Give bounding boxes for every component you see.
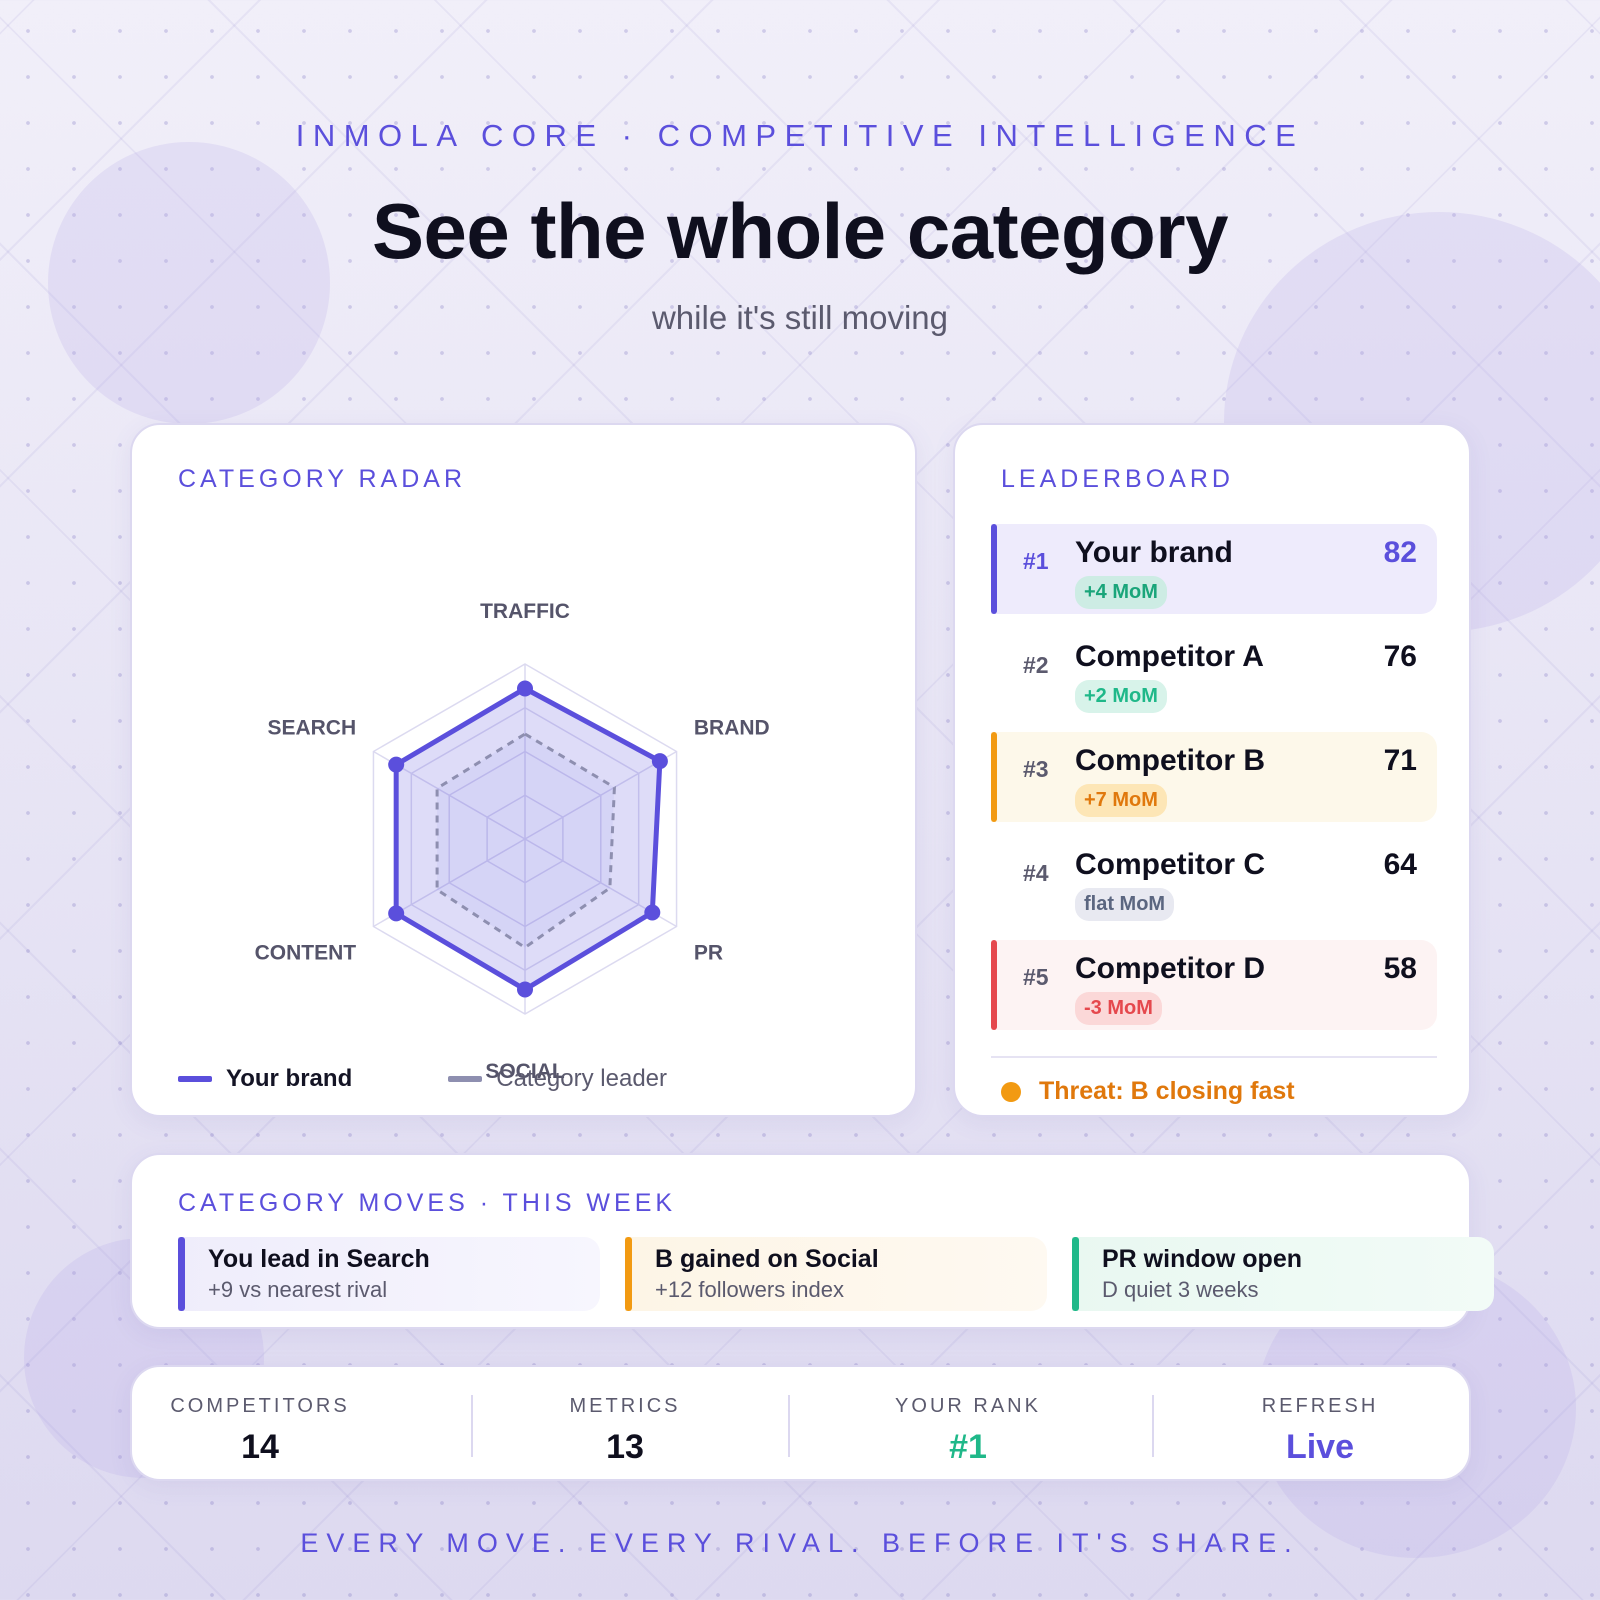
row-rank: #3 — [1023, 756, 1049, 782]
stat-value: Live — [1285, 1428, 1355, 1466]
radar-point-your-brand — [388, 905, 405, 922]
page-title: See the whole category — [372, 187, 1228, 275]
move-accent-bar — [625, 1237, 632, 1311]
row-name: Competitor D — [1075, 952, 1265, 985]
move-title: B gained on Social — [655, 1245, 879, 1273]
move-accent-bar — [178, 1237, 185, 1311]
radar-area-your-brand — [396, 688, 660, 990]
row-accent-bar — [991, 732, 997, 822]
stat-refresh: REFRESH Live — [1190, 1395, 1450, 1467]
row-rank: #2 — [1023, 652, 1049, 678]
stat-competitors: COMPETITORS 14 — [130, 1395, 390, 1467]
leaderboard-list: #1 Your brand 82 +4 MoM #2 Competitor A 76 +2 M… — [991, 524, 1437, 1044]
stat-divider — [1152, 1395, 1154, 1457]
legend-label-your-brand: Your brand — [226, 1065, 353, 1092]
radar-point-your-brand — [651, 753, 668, 770]
moves-card-title: CATEGORY MOVES · THIS WEEK — [178, 1189, 677, 1217]
move-title: You lead in Search — [208, 1245, 430, 1273]
stat-divider — [471, 1395, 473, 1457]
move-subtitle: +9 vs nearest rival — [208, 1277, 388, 1302]
stats-bar: COMPETITORS 14 METRICS 13 YOUR RANK #1 REFRESH… — [130, 1365, 1471, 1481]
stat-label: COMPETITORS — [170, 1395, 350, 1417]
change-badge: -3 MoM — [1075, 992, 1162, 1025]
radar-axis-label: SEARCH — [267, 717, 356, 740]
stat-metrics: METRICS 13 — [495, 1395, 755, 1467]
row-score: 64 — [1383, 848, 1417, 881]
page-subtitle: while it's still moving — [651, 299, 949, 336]
leaderboard-row[interactable]: #4 Competitor C 64 flat MoM — [991, 836, 1437, 926]
move-item[interactable]: You lead in Search +9 vs nearest rival — [178, 1237, 600, 1311]
alert-dot-icon — [1001, 1081, 1021, 1102]
row-accent-bar — [991, 940, 997, 1030]
stat-value: 13 — [606, 1428, 644, 1466]
move-subtitle: +12 followers index — [655, 1277, 844, 1302]
leaderboard-row[interactable]: #2 Competitor A 76 +2 MoM — [991, 628, 1437, 718]
leaderboard-row[interactable]: #1 Your brand 82 +4 MoM — [991, 524, 1437, 614]
leaderboard-title: LEADERBOARD — [1001, 465, 1234, 493]
row-score: 58 — [1383, 952, 1417, 985]
move-subtitle: D quiet 3 weeks — [1102, 1277, 1259, 1302]
background-blob — [48, 142, 330, 424]
radar-spoke — [524, 750, 677, 840]
stat-label: METRICS — [569, 1395, 681, 1417]
radar-chart: TRAFFIC BRAND PR SOCIAL CONTENT SEARCH — [255, 600, 770, 1083]
leaderboard-row[interactable]: #5 Competitor D 58 -3 MoM — [991, 940, 1437, 1030]
radar-point-your-brand — [644, 904, 661, 921]
radar-axis-label: SOCIAL — [485, 1060, 565, 1083]
legend-item-category-leader[interactable]: Category leader — [448, 1065, 667, 1093]
radar-point-your-brand — [388, 756, 405, 773]
stat-value: 14 — [241, 1428, 279, 1466]
row-name: Competitor C — [1075, 848, 1265, 881]
change-badge: +7 MoM — [1075, 784, 1167, 817]
threat-text: Threat: B closing fast — [1039, 1077, 1295, 1105]
move-title: PR window open — [1102, 1245, 1302, 1273]
row-score: 71 — [1383, 744, 1417, 777]
radar-axis-label: TRAFFIC — [480, 600, 570, 623]
stat-your-rank: YOUR RANK #1 — [838, 1395, 1098, 1467]
legend-swatch-category-leader — [448, 1076, 483, 1082]
move-item[interactable]: B gained on Social +12 followers index — [625, 1237, 1047, 1311]
legend-item-your-brand[interactable]: Your brand — [178, 1065, 352, 1093]
stat-divider — [788, 1395, 790, 1457]
change-badge: +4 MoM — [1075, 576, 1167, 609]
page-header: INMOLA CORE · COMPETITIVE INTELLIGENCE S… — [0, 118, 1600, 337]
eyebrow-label: INMOLA CORE · COMPETITIVE INTELLIGENCE — [295, 118, 1305, 153]
leaderboard-card: LEADERBOARD #1 Your brand 82 +4 MoM #2 Compet… — [953, 423, 1471, 1117]
radar-point-your-brand — [517, 981, 533, 998]
category-moves-card: CATEGORY MOVES · THIS WEEK You lead in S… — [130, 1153, 1494, 1329]
move-accent-bar — [1072, 1237, 1079, 1311]
radar-legend: Your brand Category leader — [178, 1065, 667, 1093]
stat-value: #1 — [949, 1428, 987, 1466]
leaderboard-row[interactable]: #3 Competitor B 71 +7 MoM — [991, 732, 1437, 822]
row-score: 82 — [1383, 536, 1417, 569]
stat-label: REFRESH — [1261, 1395, 1379, 1417]
legend-swatch-your-brand — [178, 1076, 212, 1082]
radar-axis-label: CONTENT — [255, 942, 357, 965]
footer-tagline: EVERY MOVE. EVERY RIVAL. BEFORE IT'S SHA… — [300, 1528, 1300, 1558]
move-item[interactable]: PR window open D quiet 3 weeks — [1072, 1237, 1494, 1311]
row-score: 76 — [1383, 640, 1417, 673]
radar-line-category-leader — [435, 732, 616, 950]
stat-label: YOUR RANK — [895, 1395, 1041, 1417]
row-name: Competitor B — [1075, 744, 1265, 777]
leaderboard-divider — [991, 1056, 1437, 1058]
change-badge: +2 MoM — [1075, 680, 1167, 713]
legend-label-category-leader: Category leader — [496, 1065, 667, 1092]
radar-axis-label: BRAND — [694, 717, 770, 740]
change-badge: flat MoM — [1075, 888, 1175, 921]
row-rank: #1 — [1023, 548, 1049, 574]
threat-alert[interactable]: Threat: B closing fast — [1001, 1077, 1295, 1106]
row-name: Competitor A — [1075, 640, 1264, 673]
category-radar-card: CATEGORY RADAR TRAFFIC BRAND PR SOCIAL CONTE… — [130, 423, 917, 1117]
row-rank: #5 — [1023, 964, 1049, 990]
radar-axis-label: PR — [694, 942, 723, 965]
row-accent-bar — [991, 524, 997, 614]
row-rank: #4 — [1023, 860, 1049, 886]
row-name: Your brand — [1075, 536, 1233, 569]
radar-card-title: CATEGORY RADAR — [178, 465, 466, 493]
radar-point-your-brand — [517, 680, 533, 697]
